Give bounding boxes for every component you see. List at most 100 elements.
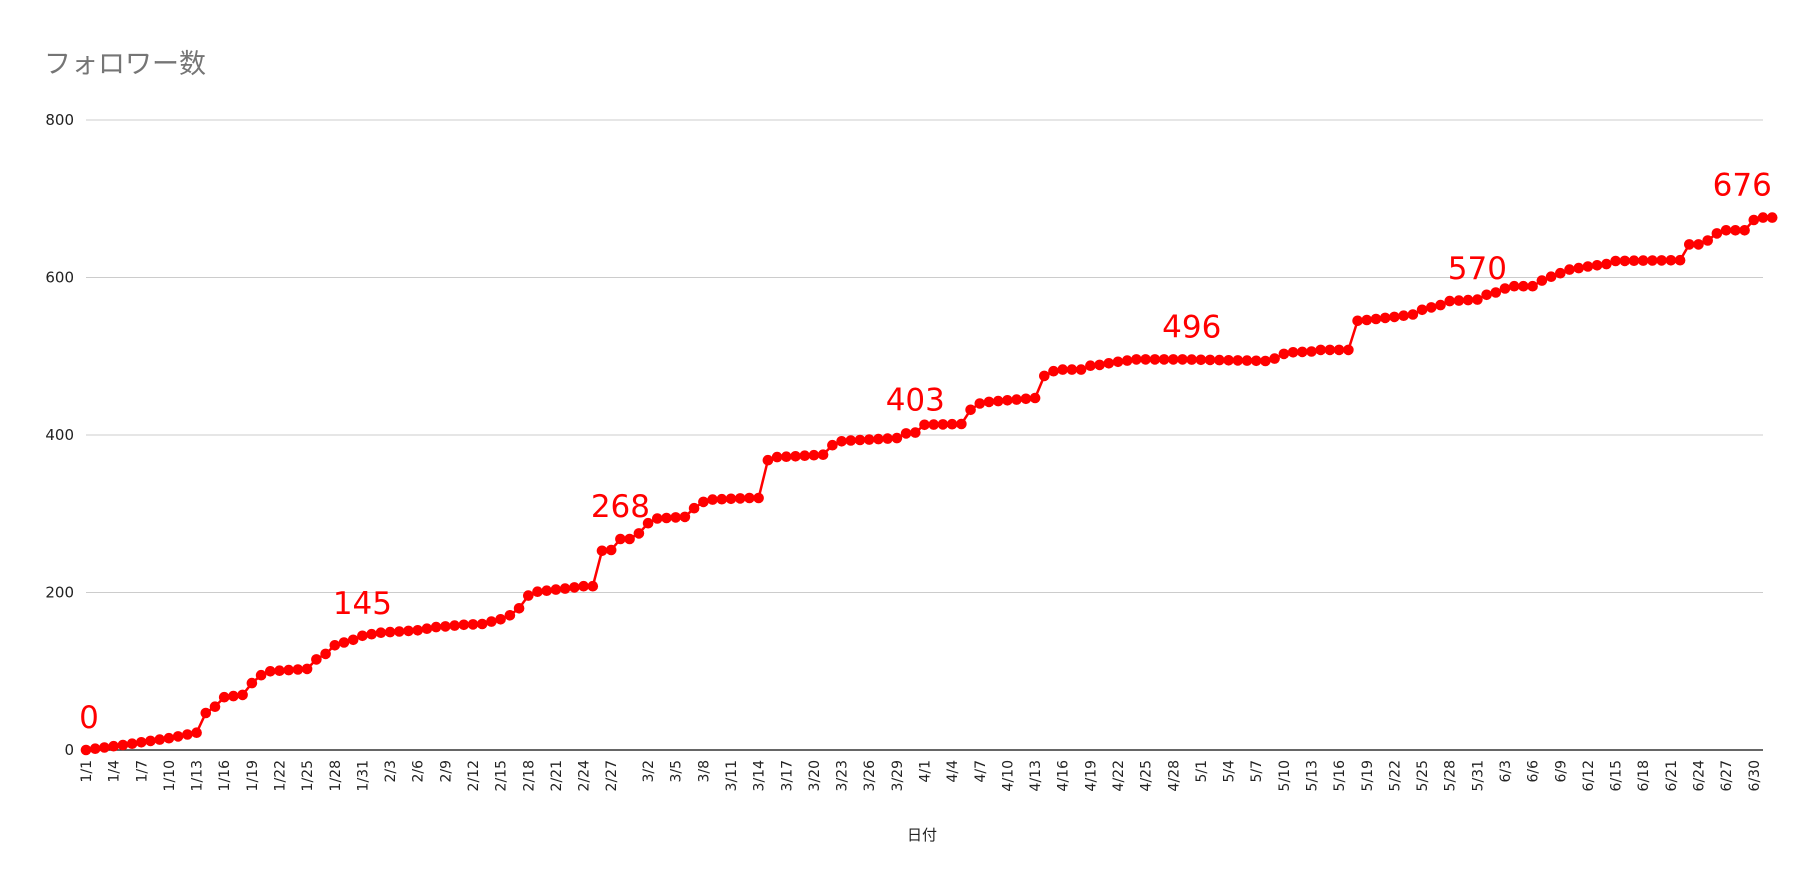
data-point	[965, 404, 976, 416]
data-point	[1462, 294, 1474, 306]
data-point	[762, 454, 774, 466]
x-tick-label: 4/7	[973, 760, 989, 783]
data-point	[467, 619, 479, 630]
data-point	[476, 618, 488, 630]
x-tick-label: 4/10	[1000, 760, 1016, 791]
data-point	[974, 398, 986, 409]
data-point	[642, 517, 654, 529]
data-point	[218, 691, 230, 703]
data-point	[1601, 258, 1612, 270]
data-point	[329, 640, 341, 651]
data-point	[1693, 239, 1704, 250]
data-point	[578, 580, 589, 592]
data-point	[1121, 355, 1133, 366]
x-tick-label: 6/27	[1719, 760, 1735, 791]
x-tick-label: 5/13	[1305, 760, 1321, 791]
x-tick-label: 6/9	[1553, 760, 1569, 783]
data-point	[744, 492, 755, 504]
data-point	[624, 533, 635, 545]
x-tick-label: 2/15	[494, 760, 510, 791]
data-point	[1647, 255, 1658, 266]
data-point	[1748, 214, 1760, 226]
data-point	[237, 689, 248, 701]
data-point	[1536, 275, 1548, 286]
data-point	[1204, 354, 1216, 366]
data-point	[283, 664, 295, 676]
data-point	[1674, 254, 1686, 266]
y-tick-label: 400	[45, 426, 74, 444]
gridlines	[86, 119, 1763, 593]
data-point	[1039, 370, 1050, 382]
data-point	[679, 511, 691, 523]
data-point	[1232, 355, 1244, 366]
x-tick-label: 5/25	[1415, 760, 1431, 791]
data-point	[246, 677, 258, 689]
data-point	[154, 734, 165, 745]
x-tick-label: 5/28	[1443, 760, 1459, 791]
x-tick-label: 3/23	[835, 760, 851, 791]
data-point	[559, 583, 571, 594]
data-point	[209, 701, 221, 712]
data-point	[1379, 312, 1391, 324]
data-point	[191, 727, 202, 738]
x-tick-label: 6/3	[1498, 760, 1514, 783]
data-point	[172, 731, 184, 742]
data-point	[1619, 255, 1631, 267]
data-point	[1518, 280, 1529, 292]
data-point	[117, 739, 129, 751]
x-tick-label: 1/1	[79, 760, 95, 783]
data-point	[661, 512, 672, 524]
data-point	[1324, 344, 1336, 356]
data-point	[725, 493, 737, 505]
data-label: 570	[1448, 251, 1507, 287]
data-point	[992, 395, 1004, 407]
data-point	[1407, 309, 1419, 320]
y-axis: 0 200 400 600 800	[45, 111, 74, 759]
data-point	[698, 496, 709, 508]
data-point	[873, 433, 884, 445]
data-point	[900, 428, 912, 439]
data-point	[541, 585, 552, 596]
x-tick-label: 2/3	[383, 760, 399, 783]
data-point	[1112, 356, 1124, 368]
x-tick-label: 3/17	[779, 760, 795, 791]
data-point	[1048, 365, 1059, 377]
data-point	[596, 545, 608, 557]
data-point	[983, 396, 995, 408]
x-tick-label: 1/16	[217, 760, 233, 792]
data-point	[1637, 255, 1649, 266]
x-tick-label: 5/19	[1360, 760, 1376, 791]
x-tick-label: 2/24	[577, 760, 593, 792]
data-point	[956, 418, 967, 430]
x-tick-label: 5/10	[1277, 760, 1293, 791]
data-point	[1398, 310, 1409, 322]
data-point	[1177, 354, 1188, 365]
x-tick-label: 4/28	[1166, 760, 1182, 791]
x-tick-label: 2/6	[411, 760, 427, 783]
data-point	[338, 637, 350, 648]
data-point	[946, 418, 958, 430]
data-point	[200, 707, 212, 719]
data-point	[126, 738, 138, 749]
data-point	[854, 434, 866, 446]
data-point	[292, 664, 304, 675]
data-point	[734, 493, 746, 504]
data-point	[1527, 280, 1538, 292]
data-point	[265, 666, 276, 677]
data-point	[1029, 392, 1041, 404]
data-point	[799, 450, 810, 462]
data-point	[1057, 364, 1068, 375]
data-point	[99, 742, 110, 753]
x-tick-label: 2/27	[604, 760, 620, 791]
data-point	[1656, 255, 1667, 266]
data-point	[817, 449, 829, 461]
data-point	[255, 669, 267, 681]
data-point	[1564, 264, 1575, 275]
data-point	[605, 544, 617, 556]
data-point	[1094, 359, 1105, 371]
data-label: 0	[79, 700, 99, 736]
x-tick-label: 3/29	[890, 760, 906, 791]
data-point	[928, 419, 939, 430]
data-point	[1361, 314, 1373, 326]
data-point	[1066, 364, 1078, 375]
